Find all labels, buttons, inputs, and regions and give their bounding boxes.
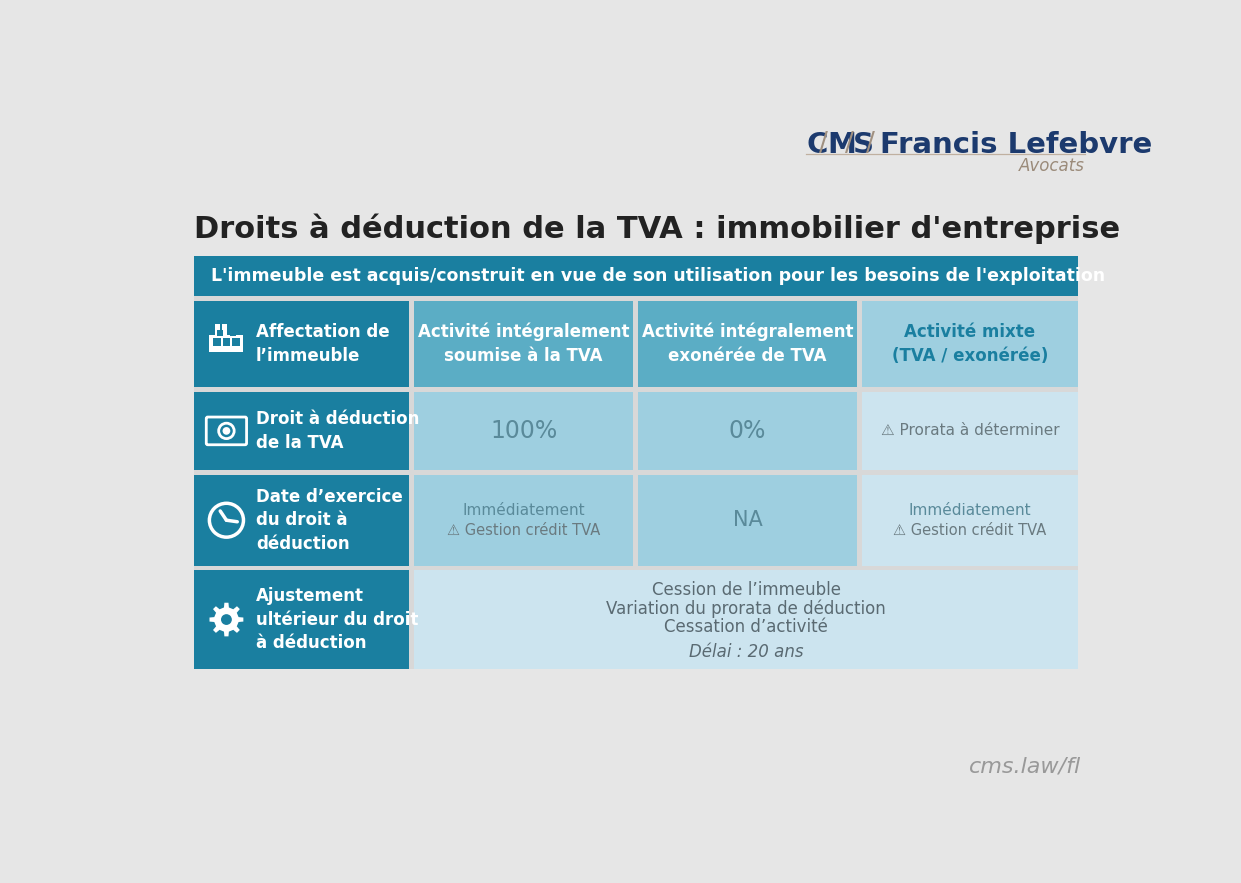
Text: /: / [866, 131, 875, 156]
Bar [213, 337, 221, 346]
Text: Variation du prorata de déduction: Variation du prorata de déduction [606, 600, 886, 618]
Text: Cessation d’activité: Cessation d’activité [664, 618, 828, 637]
Text: Activité intégralement
soumise à la TVA: Activité intégralement soumise à la TVA [418, 323, 629, 365]
Bar [194, 475, 410, 566]
Text: Affectation de
l’immeuble: Affectation de l’immeuble [256, 323, 390, 365]
Text: Cession de l’immeuble: Cession de l’immeuble [652, 581, 840, 600]
Text: 0%: 0% [728, 419, 766, 443]
Bar [217, 330, 223, 336]
Bar [194, 392, 410, 470]
Circle shape [221, 615, 232, 625]
Bar [638, 475, 858, 566]
Circle shape [222, 427, 231, 434]
Bar [222, 324, 227, 336]
Bar [862, 301, 1078, 387]
Text: Ajustement
ultérieur du droit
à déduction: Ajustement ultérieur du droit à déductio… [256, 587, 418, 653]
Text: /: / [845, 131, 854, 156]
Text: Immédiatement: Immédiatement [908, 502, 1031, 517]
Text: Date d’exercice
du droit à
déduction: Date d’exercice du droit à déduction [256, 487, 402, 553]
Polygon shape [210, 603, 243, 637]
Text: Avocats: Avocats [1019, 157, 1085, 175]
Bar [210, 336, 243, 352]
Text: Droit à déduction
de la TVA: Droit à déduction de la TVA [256, 410, 419, 452]
Bar [414, 301, 633, 387]
Text: Droits à déduction de la TVA : immobilier d'entreprise: Droits à déduction de la TVA : immobilie… [194, 214, 1119, 245]
Bar [414, 570, 1078, 668]
Text: M: M [827, 131, 856, 159]
Bar [232, 337, 240, 346]
Bar [414, 392, 633, 470]
Text: ⚠ Prorata à déterminer: ⚠ Prorata à déterminer [881, 424, 1060, 438]
Bar [194, 570, 410, 668]
Text: C: C [807, 131, 828, 159]
Text: ⚠ Gestion crédit TVA: ⚠ Gestion crédit TVA [447, 523, 601, 538]
Text: 100%: 100% [490, 419, 557, 443]
Bar [862, 475, 1078, 566]
Text: cms.law/fl: cms.law/fl [969, 757, 1081, 777]
Bar [862, 392, 1078, 470]
Bar [194, 256, 1078, 296]
Text: Activité mixte
(TVA / exonérée): Activité mixte (TVA / exonérée) [892, 323, 1049, 365]
Text: Délai : 20 ans: Délai : 20 ans [689, 643, 803, 660]
Bar [222, 337, 231, 346]
Bar [638, 392, 858, 470]
Text: Activité intégralement
exonérée de TVA: Activité intégralement exonérée de TVA [642, 323, 854, 365]
Bar [194, 301, 410, 387]
Text: Immédiatement: Immédiatement [463, 502, 585, 517]
Bar [414, 475, 633, 566]
Text: Francis Lefebvre: Francis Lefebvre [880, 131, 1152, 159]
Bar [215, 324, 220, 336]
Bar [230, 330, 236, 336]
Text: /: / [819, 131, 828, 156]
Text: L'immeuble est acquis/construit en vue de son utilisation pour les besoins de l': L'immeuble est acquis/construit en vue d… [211, 268, 1104, 285]
Bar [194, 256, 1078, 668]
Text: S: S [853, 131, 874, 159]
Text: NA: NA [732, 510, 762, 530]
Bar [638, 301, 858, 387]
Text: ⚠ Gestion crédit TVA: ⚠ Gestion crédit TVA [894, 523, 1046, 538]
